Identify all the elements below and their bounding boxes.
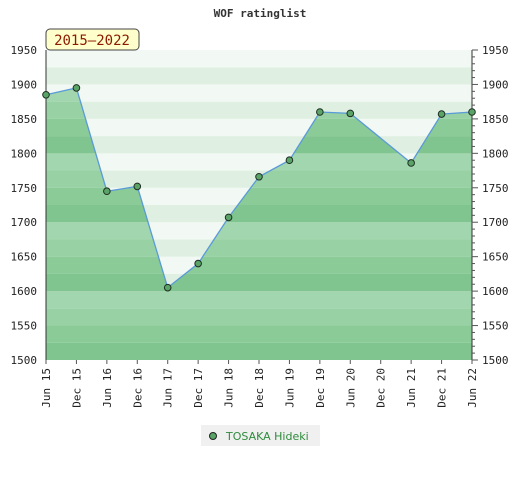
y-tick-label-left: 1850 [11,113,38,126]
data-point [346,109,355,118]
data-point [468,108,476,116]
y-tick-label-left: 1500 [11,354,38,367]
y-tick-label-right: 1650 [482,251,509,264]
y-tick-label-left: 1800 [11,147,38,160]
y-tick-label-right: 1850 [482,113,509,126]
legend-label: TOSAKA Hideki [225,430,309,443]
series-line-path [45,87,473,289]
data-point [224,213,233,222]
data-point [437,110,446,118]
background-band [46,84,472,102]
background-band [46,50,472,68]
data-markers [42,84,476,292]
area-band [46,239,472,257]
y-tick-label-left: 1700 [11,216,38,229]
legend: TOSAKA Hideki [201,425,320,446]
area-band [46,205,472,223]
period-badge-text: 2015–2022 [54,33,130,49]
x-axis: Jun 15 Dec 15 Jun 16 Dec 16 Jun 17 Dec 17 Jun … [40,360,479,408]
area-band [46,308,472,326]
y-tick-label-right: 1900 [482,78,509,91]
x-tick-label: Jun 22 [466,368,479,408]
x-tick-label: Jun 20 [344,368,357,408]
data-point [316,108,324,116]
data-point [407,159,415,167]
data-point [72,84,81,92]
data-point [285,156,294,165]
area-band [46,256,472,274]
area-band [46,291,472,309]
y-axis-left: 1500 1550 1600 1650 1700 1750 1800 1850 1900 1950 [11,44,47,367]
area-band [46,325,472,343]
y-tick-label-left: 1650 [11,251,38,264]
x-tick-label: Jun 16 [101,368,114,408]
data-point [255,172,263,181]
series-line [45,87,473,289]
y-tick-label-left: 1900 [11,78,38,91]
background-band [46,118,472,137]
data-point [42,90,50,99]
data-point [103,187,111,196]
x-tick-label: Dec 18 [253,368,266,408]
y-tick-label-right: 1800 [482,147,509,160]
background-band [46,136,472,154]
x-tick-label: Dec 20 [375,368,388,408]
x-tick-label: Jun 15 [40,368,53,408]
area-band [46,273,472,292]
area-band [46,222,472,240]
y-tick-label-right: 1950 [482,44,509,57]
y-tick-label-right: 1500 [482,354,509,367]
background-band [46,67,472,85]
y-tick-label-right: 1700 [482,216,509,229]
x-tick-label: Dec 21 [436,368,449,408]
x-tick-label: Jun 18 [223,368,236,408]
y-axis-right: 1500 1550 1600 1650 1700 1750 1800 1850 1900 1950 [471,44,509,367]
y-tick-label-right: 1750 [482,182,509,195]
x-tick-label: Dec 17 [192,368,205,408]
data-point [163,283,172,292]
x-tick-label: Dec 16 [131,368,144,408]
chart-title: WOF ratinglist [214,7,307,20]
background-band [46,101,472,119]
y-tick-label-left: 1950 [11,44,38,57]
period-badge: 2015–2022 [45,28,140,51]
x-tick-label: Dec 19 [314,368,327,408]
area-band [46,342,472,360]
data-point [133,182,142,191]
x-tick-label: Jun 17 [162,368,175,408]
legend-marker [209,432,217,440]
y-tick-label-right: 1600 [482,285,509,298]
x-tick-label: Jun 21 [405,368,418,408]
x-tick-label: Dec 15 [70,368,83,408]
y-tick-label-left: 1550 [11,320,38,333]
y-tick-label-right: 1550 [482,320,509,333]
y-tick-label-left: 1600 [11,285,38,298]
y-tick-label-left: 1750 [11,182,38,195]
data-point [194,259,202,268]
x-tick-label: Jun 19 [283,368,296,408]
